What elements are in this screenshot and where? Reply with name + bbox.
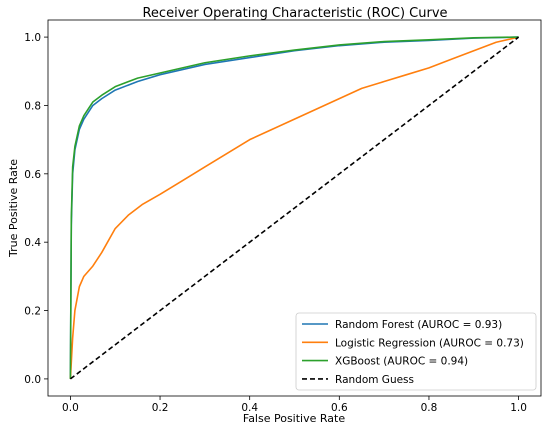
series-line-2: [69, 36, 519, 379]
x-axis: 0.0 0.2 0.4 0.6 0.8 1.0: [62, 396, 527, 414]
y-tick-label: 1.0: [24, 32, 41, 44]
y-axis: 0.0 0.2 0.4 0.6 0.8 1.0: [24, 32, 48, 386]
y-tick-label: 0.0: [24, 374, 41, 386]
x-tick-label: 0.0: [62, 402, 79, 414]
y-tick-label: 0.6: [24, 169, 41, 181]
legend-box: [295, 312, 537, 391]
legend-label: Random Forest (AUROC = 0.93): [335, 319, 502, 331]
series-line-1: [69, 36, 519, 379]
legend-label: Random Guess: [335, 374, 414, 386]
x-tick-label: 0.8: [421, 402, 438, 414]
y-tick-label: 0.2: [24, 306, 41, 318]
y-tick-label: 0.4: [24, 237, 41, 249]
x-tick-label: 0.2: [152, 402, 169, 414]
x-tick-label: 0.4: [241, 402, 258, 414]
y-axis-label: True Positive Rate: [7, 159, 20, 258]
legend-label: Logistic Regression (AUROC = 0.73): [335, 337, 524, 349]
series-line-3: [69, 36, 520, 380]
plot-frame: [47, 19, 542, 397]
chart-title: Receiver Operating Characteristic (ROC) …: [142, 6, 447, 21]
x-tick-label: 0.6: [331, 402, 348, 414]
legend: Random Forest (AUROC = 0.93) Logistic Reg…: [295, 312, 537, 391]
legend-label: XGBoost (AUROC = 0.94): [335, 356, 468, 368]
plot-area: [69, 36, 520, 380]
x-tick-label: 1.0: [510, 402, 527, 414]
x-axis-label: False Positive Rate: [243, 412, 345, 425]
y-tick-label: 0.8: [24, 100, 41, 112]
